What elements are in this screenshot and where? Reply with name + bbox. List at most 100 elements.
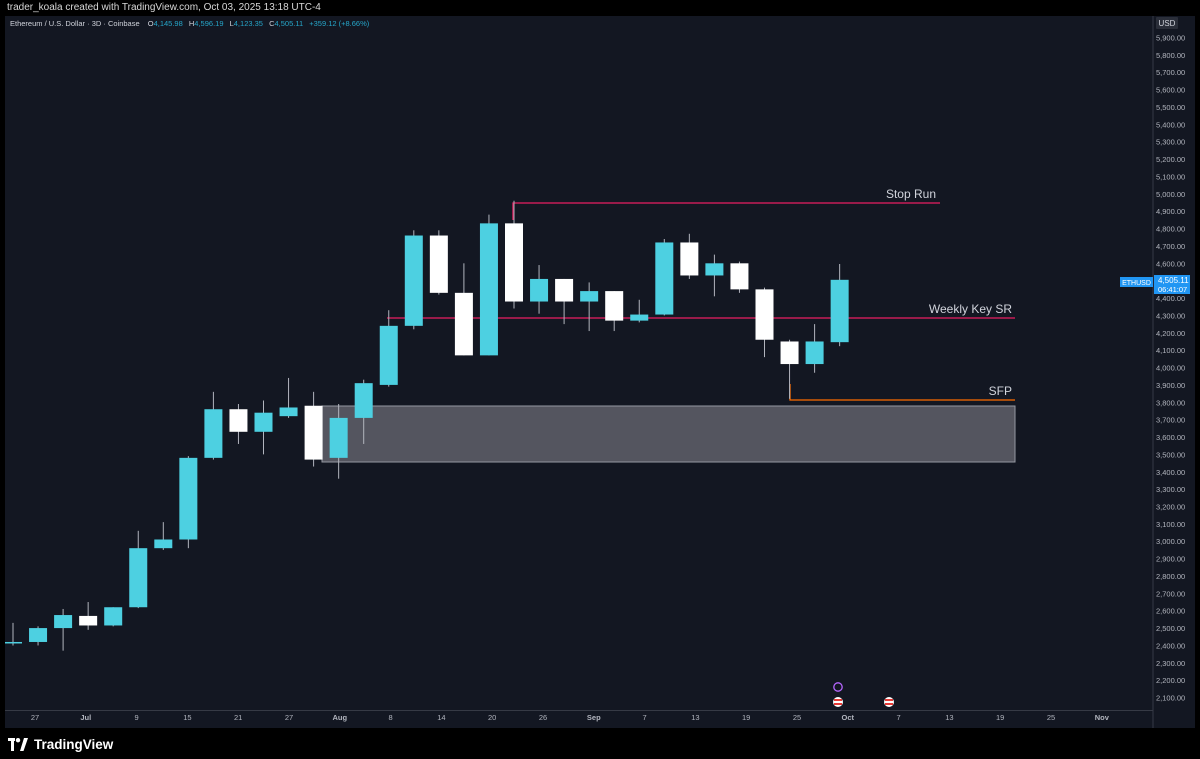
candle[interactable]: [580, 282, 599, 332]
footer-bar: TradingView: [0, 728, 1200, 759]
legend-open-value: 4,145.98: [154, 19, 183, 28]
sfp-line[interactable]: [789, 384, 1015, 401]
stop-run-line[interactable]: [512, 202, 940, 220]
candle[interactable]: [379, 310, 398, 387]
price-tick-label: 3,800.00: [1156, 398, 1185, 407]
price-tick-label: 5,600.00: [1156, 86, 1185, 95]
candle[interactable]: [29, 626, 48, 646]
candle[interactable]: [404, 230, 423, 330]
candle[interactable]: [755, 287, 774, 358]
candle-body-bullish: [530, 278, 549, 302]
legend-high-label: H: [189, 19, 194, 28]
price-tick-label: 4,700.00: [1156, 242, 1185, 251]
price-tick-label: 2,400.00: [1156, 641, 1185, 650]
candle[interactable]: [179, 456, 198, 549]
candle[interactable]: [705, 254, 724, 297]
currency-box[interactable]: [1156, 17, 1178, 29]
candle[interactable]: [429, 230, 448, 295]
candle[interactable]: [805, 324, 824, 373]
event-marker-1[interactable]: [833, 682, 843, 707]
candle[interactable]: [454, 263, 473, 356]
legend-close-value: 4,505.11: [274, 19, 303, 28]
candle[interactable]: [605, 291, 624, 332]
candle-body-bullish: [204, 409, 223, 458]
time-axis-label: 27: [285, 713, 293, 722]
candle[interactable]: [354, 379, 373, 444]
time-axis-label: Sep: [587, 713, 601, 722]
supply-zone-box[interactable]: [321, 405, 1016, 463]
candle[interactable]: [4, 622, 22, 646]
candle[interactable]: [254, 400, 273, 455]
candle[interactable]: [630, 299, 649, 323]
price-tick-label: 2,200.00: [1156, 676, 1185, 685]
price-tick-label: 5,200.00: [1156, 155, 1185, 164]
legend-change: +359.12 (+8.66%): [309, 19, 370, 28]
candle[interactable]: [304, 391, 323, 467]
candle-body-bullish: [479, 223, 498, 356]
candle[interactable]: [54, 608, 73, 651]
price-tick-label: 4,400.00: [1156, 294, 1185, 303]
us-flag-icon: [884, 697, 894, 707]
candles-group: [4, 200, 849, 651]
time-axis-label: 26: [539, 713, 547, 722]
price-tick-label: 3,100.00: [1156, 520, 1185, 529]
price-tick-label: 5,000.00: [1156, 190, 1185, 199]
candle[interactable]: [780, 339, 799, 399]
candle[interactable]: [129, 530, 148, 609]
candle[interactable]: [329, 404, 348, 479]
candle-body-bullish: [329, 417, 348, 458]
price-tick-label: 5,800.00: [1156, 51, 1185, 60]
last-price-label: ETHUSD 4,505.11 06:41:07: [1120, 275, 1190, 294]
legend-symbol: Ethereum / U.S. Dollar · 3D · Coinbase: [10, 19, 140, 28]
price-tick-label: 3,300.00: [1156, 485, 1185, 494]
chart-container[interactable]: USD 5,900.00 5,800.00 5,700.00 5,600.00 5,50…: [4, 16, 1195, 728]
price-tick-label: 3,200.00: [1156, 502, 1185, 511]
candle[interactable]: [530, 265, 549, 314]
price-tick-label: 4,800.00: [1156, 225, 1185, 234]
us-flag-stripe: [885, 699, 893, 701]
candle[interactable]: [204, 391, 223, 460]
price-tick-label: 3,900.00: [1156, 381, 1185, 390]
candle-body-bullish: [630, 314, 649, 321]
time-axis-label: 7: [897, 713, 901, 722]
candle[interactable]: [104, 607, 123, 627]
candle[interactable]: [830, 264, 849, 347]
candle-body-bullish: [805, 341, 824, 365]
candle[interactable]: [730, 261, 749, 293]
legend-open-label: O: [148, 19, 154, 28]
candle[interactable]: [279, 377, 298, 418]
tradingview-brand-text: TradingView: [34, 736, 114, 752]
price-tick-label: 3,000.00: [1156, 537, 1185, 546]
candle[interactable]: [680, 233, 699, 279]
candle-body-bullish: [580, 291, 599, 302]
candle-body-bullish: [254, 412, 273, 432]
time-axis-label: 13: [691, 713, 699, 722]
candle[interactable]: [79, 602, 98, 630]
candle[interactable]: [655, 238, 674, 316]
legend: Ethereum / U.S. Dollar · 3D · Coinbase O…: [10, 19, 370, 28]
candle-body-bearish: [505, 223, 523, 302]
candle-body-bearish: [454, 292, 473, 356]
event-marker-2[interactable]: [884, 697, 894, 707]
candle[interactable]: [479, 214, 498, 356]
us-flag-stripe: [834, 699, 842, 701]
price-tick-label: 2,800.00: [1156, 572, 1185, 581]
time-axis-label: Oct: [842, 713, 855, 722]
candle-body-bearish: [755, 289, 774, 340]
time-axis-label: Aug: [333, 713, 348, 722]
candle[interactable]: [505, 200, 523, 309]
chart-svg[interactable]: USD 5,900.00 5,800.00 5,700.00 5,600.00 5,50…: [4, 16, 1195, 728]
last-price-countdown: 06:41:07: [1158, 285, 1187, 294]
dividend-icon: [833, 682, 843, 692]
candle-body-bearish: [229, 409, 248, 432]
time-axis-label: 27: [31, 713, 39, 722]
time-axis-label: 25: [1047, 713, 1055, 722]
candle[interactable]: [229, 404, 248, 444]
legend-high-value: 4,596.19: [194, 19, 223, 28]
candle[interactable]: [555, 278, 574, 325]
price-tick-label: 2,900.00: [1156, 555, 1185, 564]
time-axis-label: 14: [437, 713, 445, 722]
legend-close-label: C: [269, 19, 275, 28]
tradingview-logo[interactable]: TradingView: [8, 735, 113, 753]
candle[interactable]: [154, 522, 173, 550]
